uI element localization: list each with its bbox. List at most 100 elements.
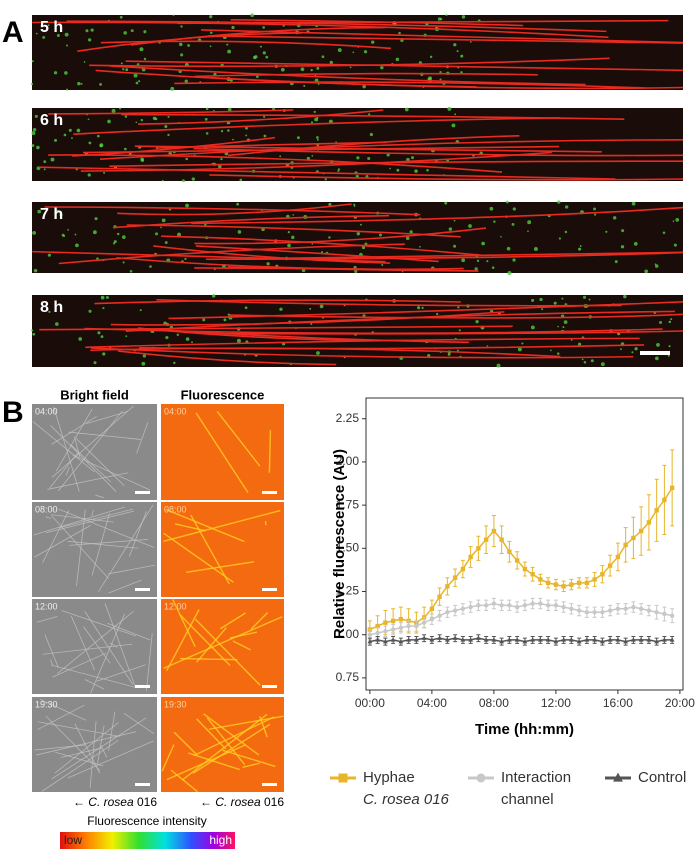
- green-signal: [130, 29, 134, 33]
- green-signal: [654, 356, 659, 361]
- green-signal: [527, 220, 532, 225]
- green-signal: [85, 29, 89, 33]
- green-signal: [68, 128, 72, 132]
- marker: [429, 606, 435, 611]
- green-signal: [605, 230, 608, 233]
- green-signal: [223, 318, 227, 322]
- marker: [429, 616, 435, 622]
- green-signal: [417, 306, 421, 310]
- marker: [654, 508, 659, 513]
- hypha: [117, 203, 352, 216]
- green-signal: [620, 245, 625, 249]
- caption-part: 016: [134, 795, 158, 809]
- hypha: [32, 421, 95, 473]
- marker: [530, 637, 536, 642]
- green-signal: [380, 66, 384, 70]
- series: [367, 449, 675, 639]
- green-signal: [668, 320, 672, 324]
- green-signal: [185, 203, 189, 208]
- green-signal: [135, 81, 139, 85]
- green-signal: [53, 71, 58, 75]
- marker: [476, 773, 486, 783]
- marker: [538, 577, 543, 582]
- green-signal: [111, 108, 116, 113]
- marker: [507, 603, 512, 608]
- green-signal: [662, 231, 666, 235]
- marker: [646, 520, 652, 525]
- green-signal: [209, 45, 212, 48]
- timestamp: 19:30: [35, 699, 58, 709]
- marker: [460, 637, 466, 642]
- marker: [530, 572, 535, 577]
- green-signal: [329, 60, 333, 65]
- marker: [499, 537, 504, 542]
- marker: [584, 580, 590, 586]
- green-signal: [220, 158, 223, 161]
- green-signal: [381, 264, 384, 266]
- green-signal: [570, 339, 573, 341]
- green-signal: [453, 244, 457, 248]
- green-signal: [54, 138, 58, 142]
- green-signal: [316, 351, 320, 355]
- hypha: [60, 747, 102, 758]
- marker: [468, 604, 473, 610]
- image-background: [161, 697, 284, 792]
- frame-label: 7 h: [40, 206, 63, 223]
- green-signal: [313, 110, 316, 113]
- marker: [382, 638, 388, 644]
- x-axis-label: Time (hh:mm): [475, 721, 574, 738]
- green-signal: [280, 67, 285, 72]
- marker: [661, 637, 667, 642]
- marker: [514, 558, 520, 563]
- green-signal: [227, 313, 230, 316]
- hypha: [163, 616, 283, 669]
- green-signal: [59, 213, 63, 217]
- green-signal: [125, 335, 128, 338]
- hypha: [168, 301, 684, 320]
- green-signal: [161, 218, 166, 223]
- green-signal: [105, 296, 109, 299]
- green-signal: [35, 32, 38, 35]
- marker: [569, 606, 574, 611]
- chart: 0.75 1.00 1.25 1.50 1.75 2.00 2.25 00:00 04:00 08…: [330, 397, 695, 808]
- green-signal: [122, 68, 125, 71]
- hypha: [89, 57, 610, 68]
- green-signal: [120, 62, 123, 65]
- green-signal: [123, 147, 127, 151]
- green-signal: [116, 232, 120, 236]
- green-signal: [96, 257, 99, 260]
- scale-bar: [262, 685, 277, 688]
- marker: [662, 497, 667, 503]
- colorbar: [60, 832, 235, 849]
- hypha: [73, 436, 81, 458]
- green-signal: [205, 107, 209, 111]
- green-signal: [185, 337, 190, 341]
- green-signal: [582, 295, 587, 299]
- green-signal: [143, 57, 147, 61]
- green-signal: [361, 245, 366, 250]
- green-signal: [176, 333, 179, 336]
- marker: [437, 635, 443, 640]
- hypha: [108, 564, 156, 575]
- micrograph: 04:00: [161, 404, 284, 500]
- marker: [646, 608, 652, 613]
- green-signal: [74, 233, 77, 236]
- green-signal: [239, 178, 243, 182]
- series-line: [369, 602, 673, 636]
- green-signal: [337, 169, 340, 173]
- green-signal: [61, 233, 65, 237]
- marker: [592, 637, 598, 642]
- x-tick-label: 08:00: [479, 696, 509, 710]
- scale-bar: [135, 783, 150, 786]
- green-signal: [486, 260, 489, 263]
- green-signal: [100, 335, 104, 339]
- green-signal: [668, 345, 671, 348]
- hypha: [41, 740, 119, 792]
- green-signal: [457, 306, 460, 309]
- marker: [576, 580, 582, 586]
- green-signal: [310, 68, 313, 72]
- hypha: [137, 109, 384, 125]
- hypha: [32, 21, 609, 39]
- hypha: [42, 510, 70, 563]
- column-header: Bright field: [60, 387, 129, 402]
